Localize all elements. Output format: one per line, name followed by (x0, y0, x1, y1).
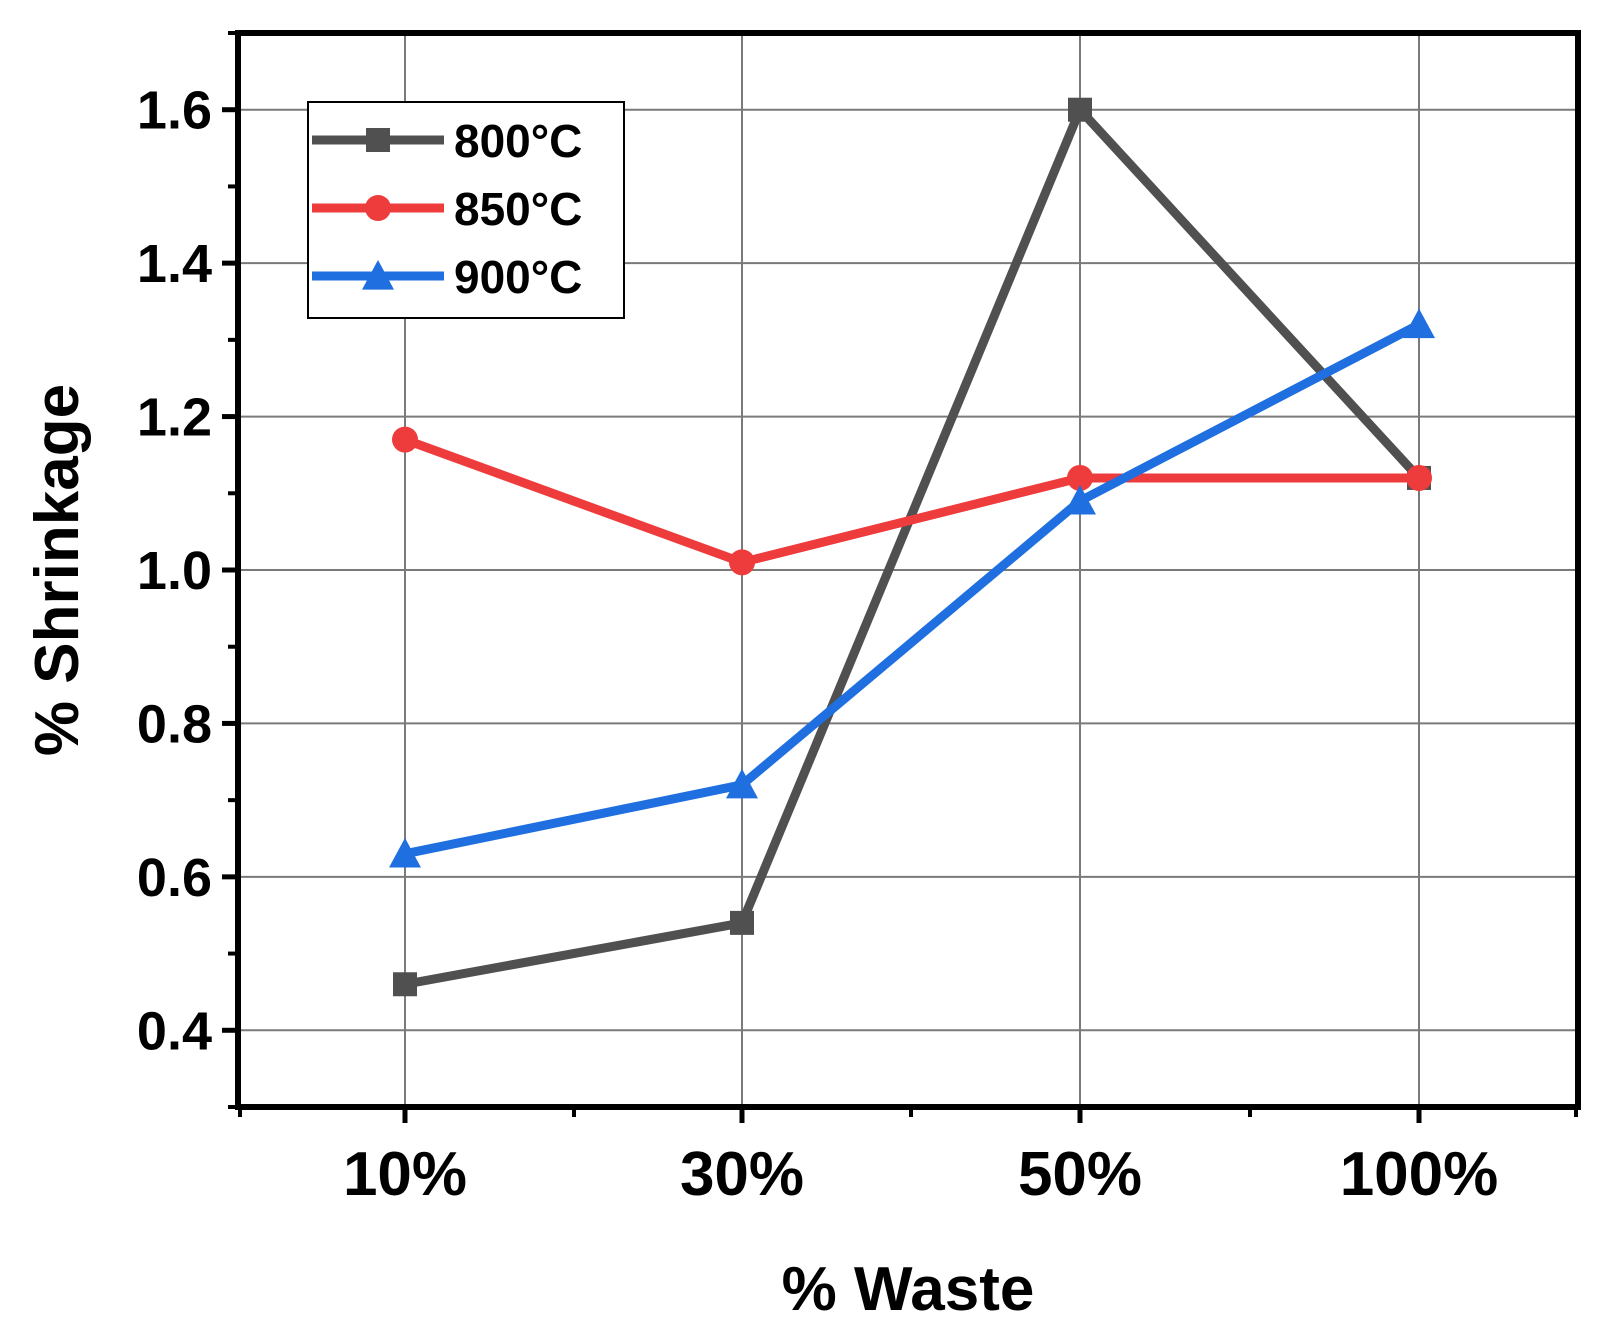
data-point (389, 837, 421, 868)
legend: 800°C 850°C 900°C (307, 101, 625, 319)
data-point (1406, 464, 1432, 491)
y-tick-label: 1.6 (137, 81, 212, 141)
data-point (726, 768, 758, 799)
data-point (729, 549, 755, 576)
data-point (1067, 464, 1093, 491)
legend-entries: 800°C 850°C 900°C (312, 115, 582, 303)
tick-layer (222, 31, 1578, 1123)
y-tick-label: 0.6 (137, 848, 212, 908)
y-tick-label: 0.8 (137, 694, 212, 754)
data-point (1064, 484, 1096, 515)
x-tick-label: 10% (343, 1140, 467, 1209)
legend-label: 800°C (454, 115, 582, 167)
series-900°C (389, 308, 1435, 868)
series-layer (389, 97, 1435, 997)
data-point (1403, 308, 1435, 339)
legend-entry: 900°C (312, 251, 582, 303)
label-layer: 0.4 0.6 0.8 1.0 1.2 1.4 1.6 10% 30% 50% 100% (137, 81, 1498, 1209)
legend-marker (366, 128, 390, 152)
x-tick-label: 30% (680, 1140, 804, 1209)
x-tick-label: 100% (1340, 1140, 1499, 1209)
y-tick-label: 0.4 (137, 1001, 212, 1061)
series-line (403, 435, 1419, 568)
x-tick-label: 50% (1018, 1140, 1142, 1209)
series-850°C (392, 426, 1432, 576)
data-point (392, 426, 418, 453)
legend-marker (362, 260, 394, 290)
data-point (730, 910, 754, 935)
y-tick-label: 1.4 (137, 234, 212, 294)
legend-marker (365, 195, 391, 221)
x-axis-title: % Waste (782, 1255, 1035, 1324)
legend-label: 850°C (454, 183, 582, 235)
data-point (393, 972, 417, 997)
y-axis-title: % Shrinkage (23, 384, 92, 756)
legend-entry: 800°C (312, 115, 582, 167)
legend-label: 900°C (454, 251, 582, 303)
series-line (404, 320, 1422, 859)
y-tick-label: 1.0 (137, 541, 212, 601)
y-tick-label: 1.2 (137, 388, 212, 448)
legend-entry: 850°C (312, 183, 582, 235)
data-point (1068, 97, 1092, 122)
